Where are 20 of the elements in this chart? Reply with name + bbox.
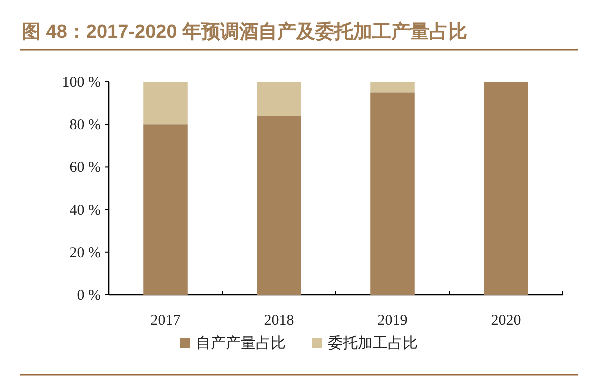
- y-tick-label: 80 %: [70, 118, 101, 134]
- x-tick-label: 2018: [264, 313, 294, 329]
- y-tick-label: 20 %: [70, 245, 101, 262]
- y-tick-label: 0 %: [77, 288, 101, 304]
- bar: [144, 82, 188, 125]
- bar: [257, 82, 302, 116]
- y-tick-label: 60 %: [70, 160, 101, 176]
- legend-label: 委托加工占比: [328, 335, 418, 352]
- x-tick-label: 2017: [150, 313, 182, 329]
- bar: [484, 82, 528, 295]
- bar: [370, 92, 415, 295]
- legend-label: 自产产量占比: [196, 335, 286, 352]
- y-tick-label: 100 %: [62, 75, 101, 91]
- x-tick-label: 2020: [491, 313, 522, 329]
- y-tick-label: 40 %: [70, 202, 101, 219]
- x-tick-label: 2019: [378, 313, 408, 329]
- bar: [370, 82, 415, 93]
- bar: [144, 124, 188, 295]
- bar: [257, 116, 302, 295]
- title: 图 48：2017-2020 年预调酒自产及委托加工产量占比: [22, 22, 468, 43]
